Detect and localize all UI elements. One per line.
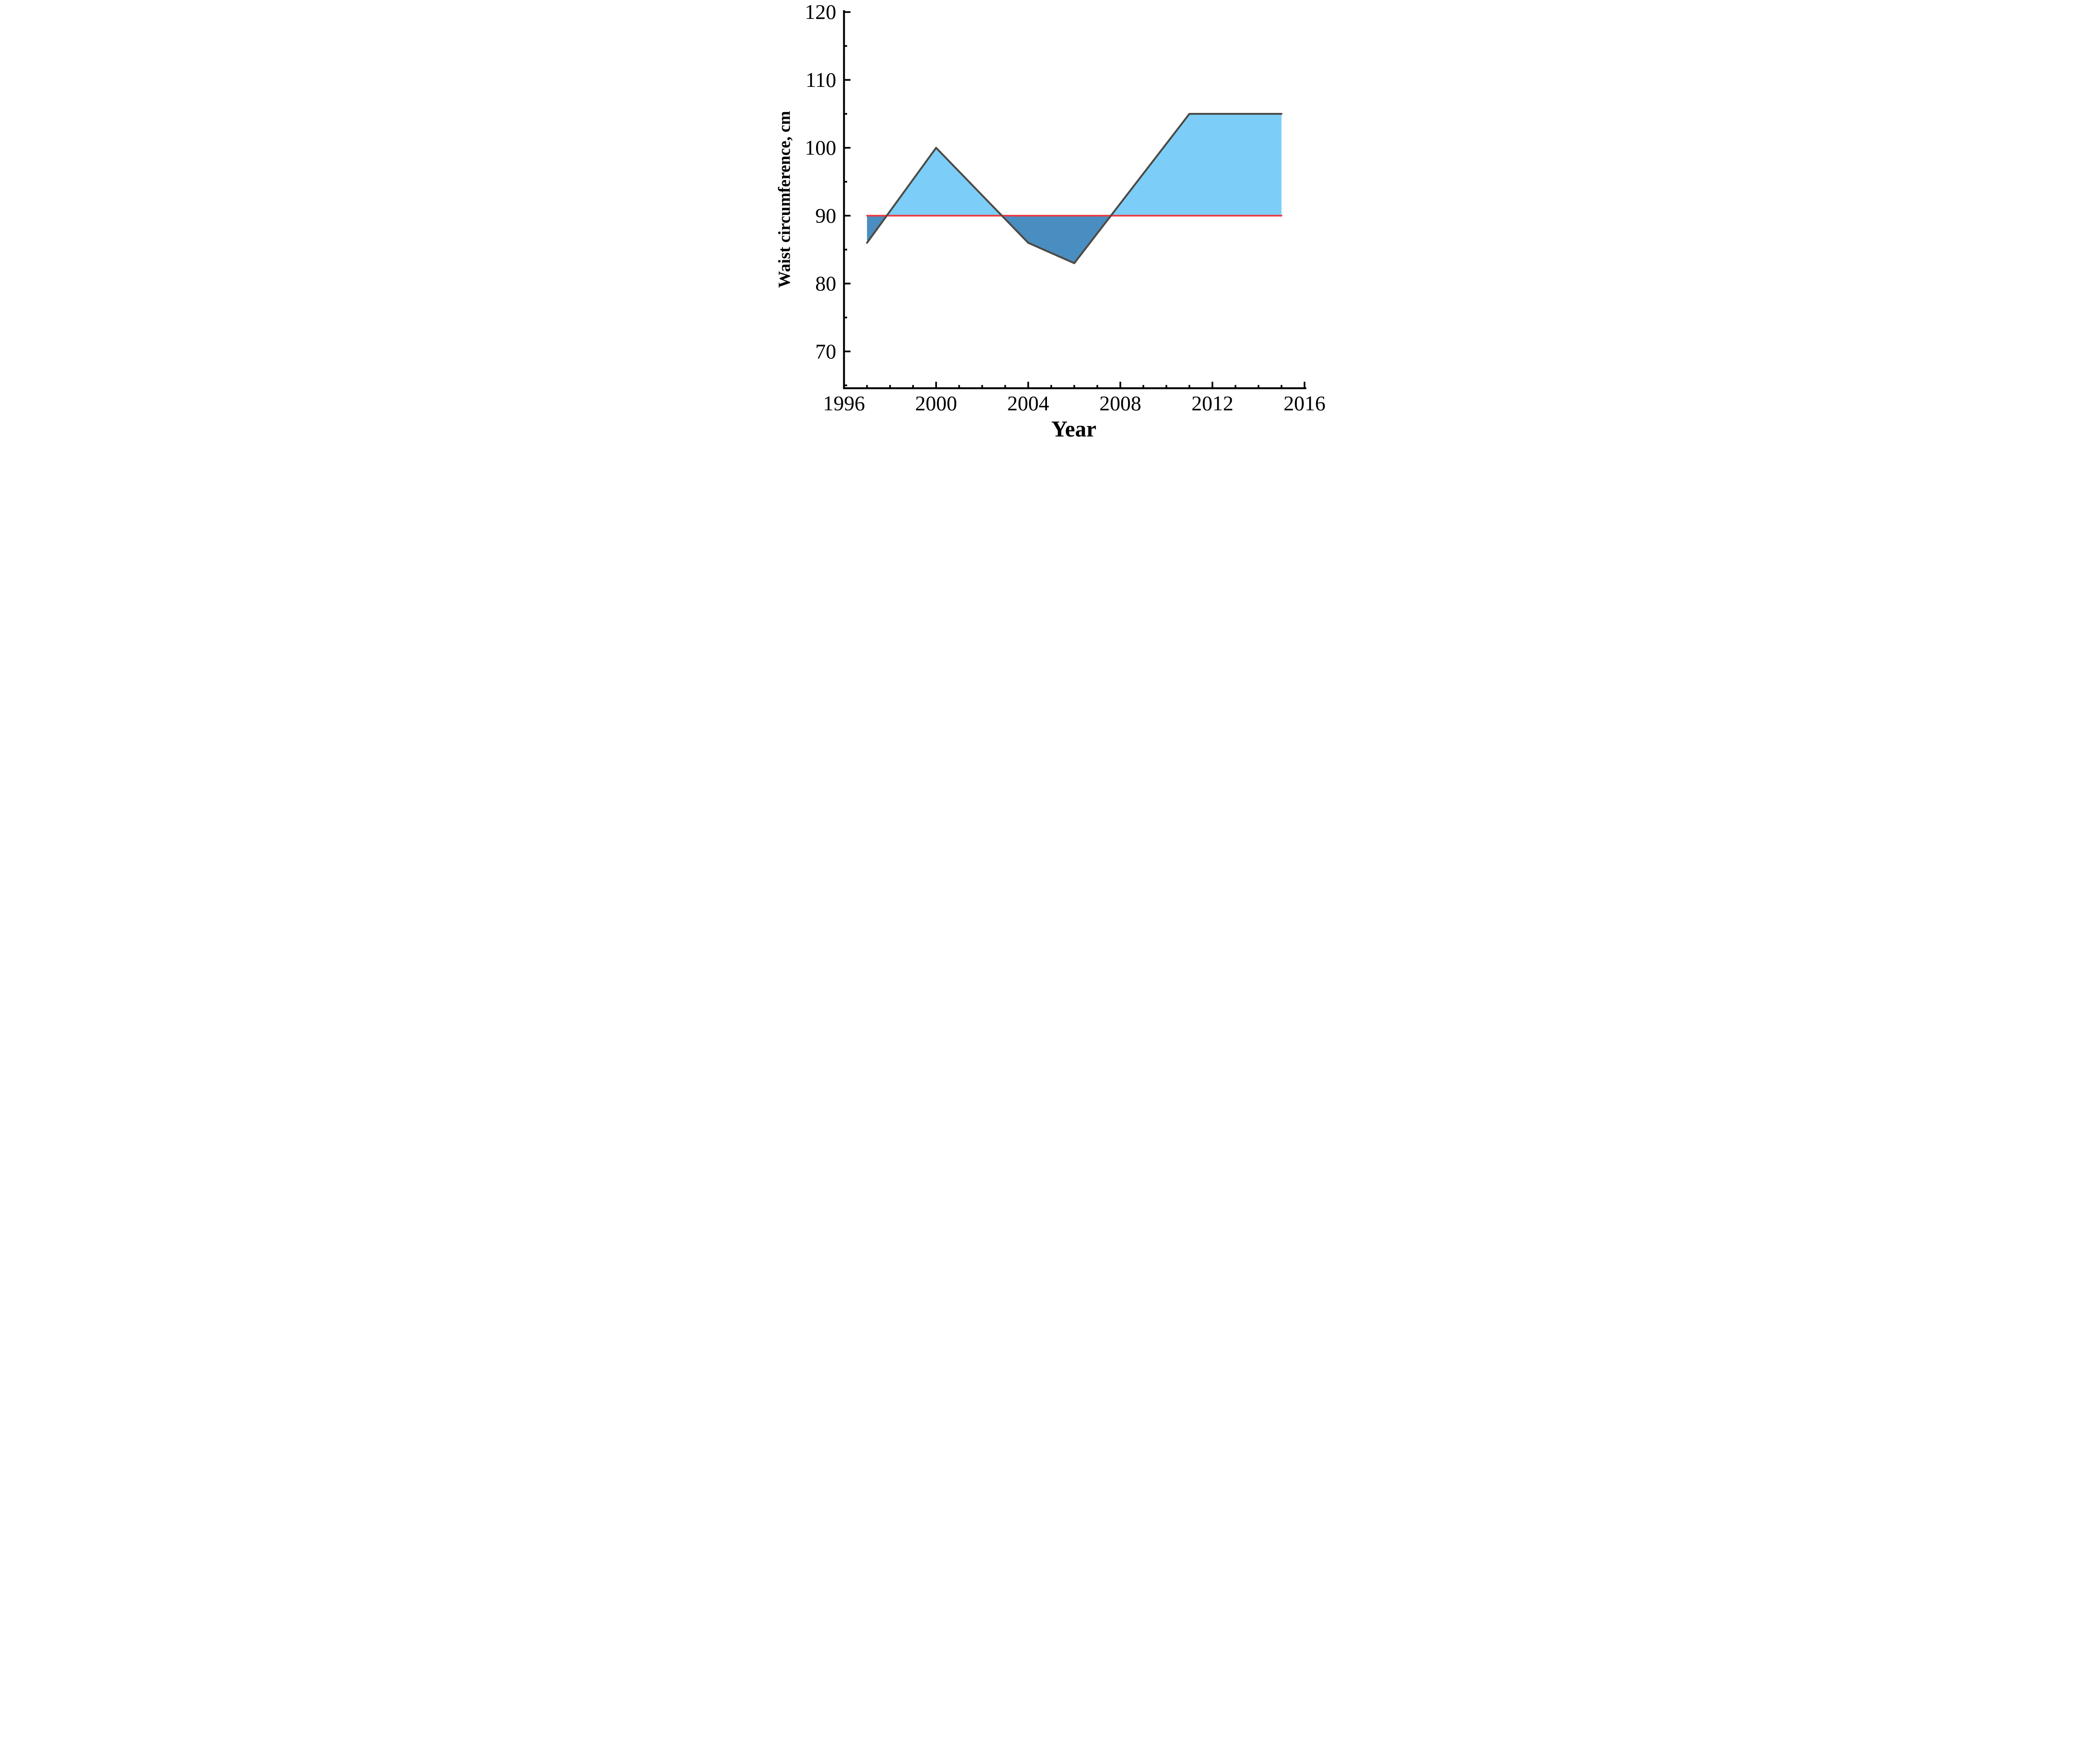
y-tick-label: 90 xyxy=(815,204,836,227)
y-tick-label: 70 xyxy=(815,340,836,363)
y-tick-label: 120 xyxy=(805,0,836,24)
x-tick-label: 2004 xyxy=(1007,392,1049,415)
fill-below-reference xyxy=(1002,215,1111,264)
x-tick-label: 2012 xyxy=(1191,392,1233,415)
area-fills xyxy=(867,114,1282,264)
x-tick-label: 1996 xyxy=(823,392,865,415)
series-line xyxy=(866,113,1282,264)
y-tick-label: 110 xyxy=(806,68,836,91)
chart-figure: 70 80 90 100 110 120 1996 2000 2004 2008 2012 2016 … xyxy=(772,0,1327,441)
fill-below-reference xyxy=(867,215,887,243)
fill-above-reference xyxy=(1111,114,1282,216)
x-tick-label: 2000 xyxy=(915,392,957,415)
data-series xyxy=(866,113,1282,264)
y-axis-title: Waist circumference, cm xyxy=(775,111,793,288)
axes-and-ticks xyxy=(843,10,1306,389)
y-tick-label: 80 xyxy=(815,272,836,295)
y-tick-label: 100 xyxy=(805,136,836,159)
fill-above-reference xyxy=(887,148,1002,216)
x-tick-label: 2008 xyxy=(1099,392,1141,415)
x-axis-title: Year xyxy=(1051,416,1096,441)
tick-labels: 70 80 90 100 110 120 1996 2000 2004 2008 2012 2016 xyxy=(805,0,1326,415)
x-tick-label: 2016 xyxy=(1284,392,1326,415)
